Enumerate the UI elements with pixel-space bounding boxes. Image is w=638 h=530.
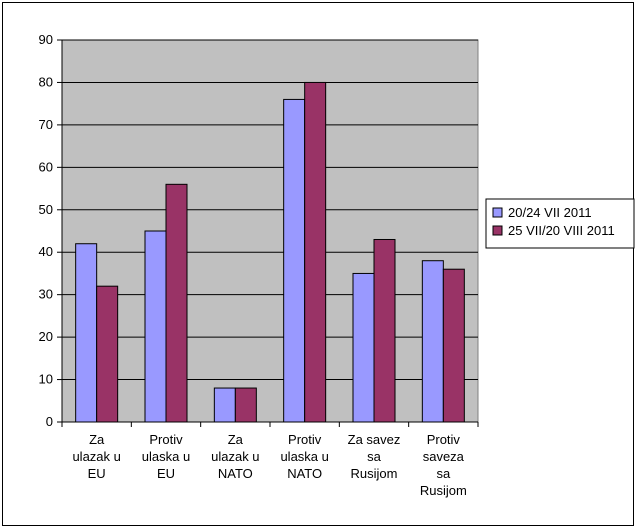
legend-label-1: 20/24 VII 2011 [508, 205, 592, 220]
bar-series-1 [213, 387, 236, 423]
y-tick-label: 40 [39, 244, 53, 259]
legend-swatch-2 [492, 225, 503, 236]
bar-series-2 [304, 81, 327, 423]
y-tick-label: 50 [39, 202, 53, 217]
category-label: NATO [287, 466, 322, 481]
y-tick-label: 70 [39, 117, 53, 132]
bar-series-2 [442, 268, 465, 423]
category-label: ulaska u [280, 449, 328, 464]
category-label: Rusijom [420, 483, 467, 498]
legend-swatch-1 [492, 207, 503, 218]
category-label: sa [436, 466, 451, 481]
y-tick-label: 20 [39, 329, 53, 344]
legend [485, 198, 635, 249]
bar-series-1 [75, 243, 98, 423]
category-label: ulazak u [72, 449, 120, 464]
bar-chart: 0 10 20 30 40 50 60 70 80 90 Za ulazak u EU Protiv ula… [39, 32, 635, 498]
y-tick-label: 60 [39, 159, 53, 174]
bar-series-1 [144, 230, 167, 423]
y-tick-label: 80 [39, 74, 53, 89]
y-tick-label: 90 [39, 32, 53, 47]
bar-series-1 [283, 98, 306, 423]
bar-series-2 [96, 285, 119, 423]
category-label: Protiv [427, 432, 461, 447]
category-label: EU [88, 466, 106, 481]
bar-series-2 [165, 183, 188, 423]
legend-label-2: 25 VII/20 VIII 2011 [508, 223, 615, 238]
category-label: Protiv [288, 432, 322, 447]
category-label: saveza [423, 449, 465, 464]
bar-series-2 [373, 238, 396, 423]
bar-series-1 [421, 260, 444, 423]
category-label: Za [228, 432, 244, 447]
category-label: ulaska u [142, 449, 190, 464]
category-label: Protiv [149, 432, 183, 447]
category-label: NATO [218, 466, 253, 481]
category-label: Rusijom [351, 466, 398, 481]
y-tick-label: 10 [39, 372, 53, 387]
plot-area [61, 39, 479, 423]
category-label: Za [89, 432, 105, 447]
y-tick-label: 30 [39, 287, 53, 302]
bar-series-2 [234, 387, 257, 423]
category-label: Za savez [348, 432, 401, 447]
category-label: sa [367, 449, 382, 464]
category-label: EU [157, 466, 175, 481]
category-label: ulazak u [211, 449, 259, 464]
bar-series-1 [352, 272, 375, 423]
y-tick-label: 0 [46, 414, 53, 429]
